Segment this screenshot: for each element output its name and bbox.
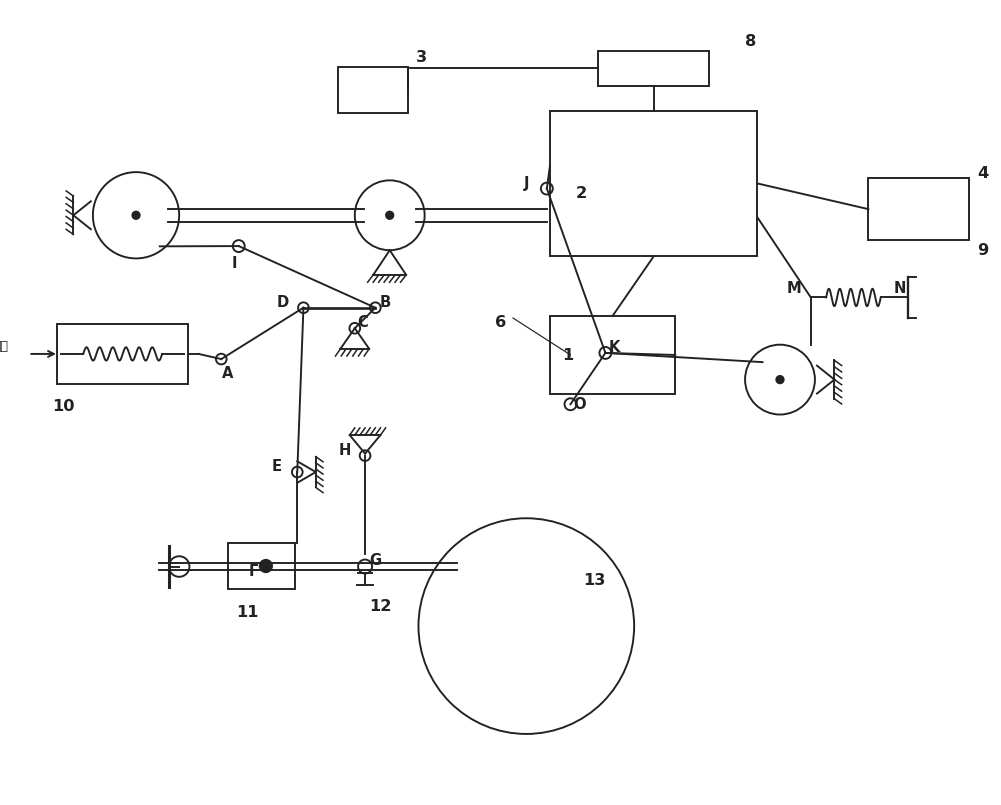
Bar [228,543,295,589]
Text: 10: 10 [52,399,74,414]
Bar [550,111,757,257]
Text: 4: 4 [977,166,988,181]
Bar [57,324,188,384]
Text: G: G [369,553,381,568]
Text: E: E [271,459,281,473]
Circle shape [132,212,140,220]
Bar [338,68,408,113]
Text: K: K [609,340,620,354]
Text: A: A [221,365,233,380]
Text: D: D [276,295,289,309]
Circle shape [259,559,272,572]
Text: N: N [893,281,906,296]
Text: 3: 3 [416,50,427,65]
Text: I: I [231,255,237,270]
Text: 12: 12 [369,598,391,613]
Text: 2: 2 [576,186,587,200]
Text: 13: 13 [583,572,605,588]
Bar [598,52,709,86]
Text: H: H [338,442,350,457]
Text: J: J [524,175,529,190]
Text: 6: 6 [495,315,507,330]
Text: 11: 11 [236,605,259,619]
Text: M: M [787,281,801,296]
Text: 9: 9 [977,243,988,258]
Text: O: O [573,397,586,412]
Circle shape [385,212,393,220]
Text: F: F [249,564,259,578]
Text: 1: 1 [562,348,574,363]
Text: 进气: 进气 [0,341,8,353]
Text: 8: 8 [745,34,756,49]
Text: B: B [379,295,391,309]
Bar [868,179,968,241]
Text: C: C [357,315,368,330]
Bar [550,316,675,394]
Circle shape [776,376,784,384]
